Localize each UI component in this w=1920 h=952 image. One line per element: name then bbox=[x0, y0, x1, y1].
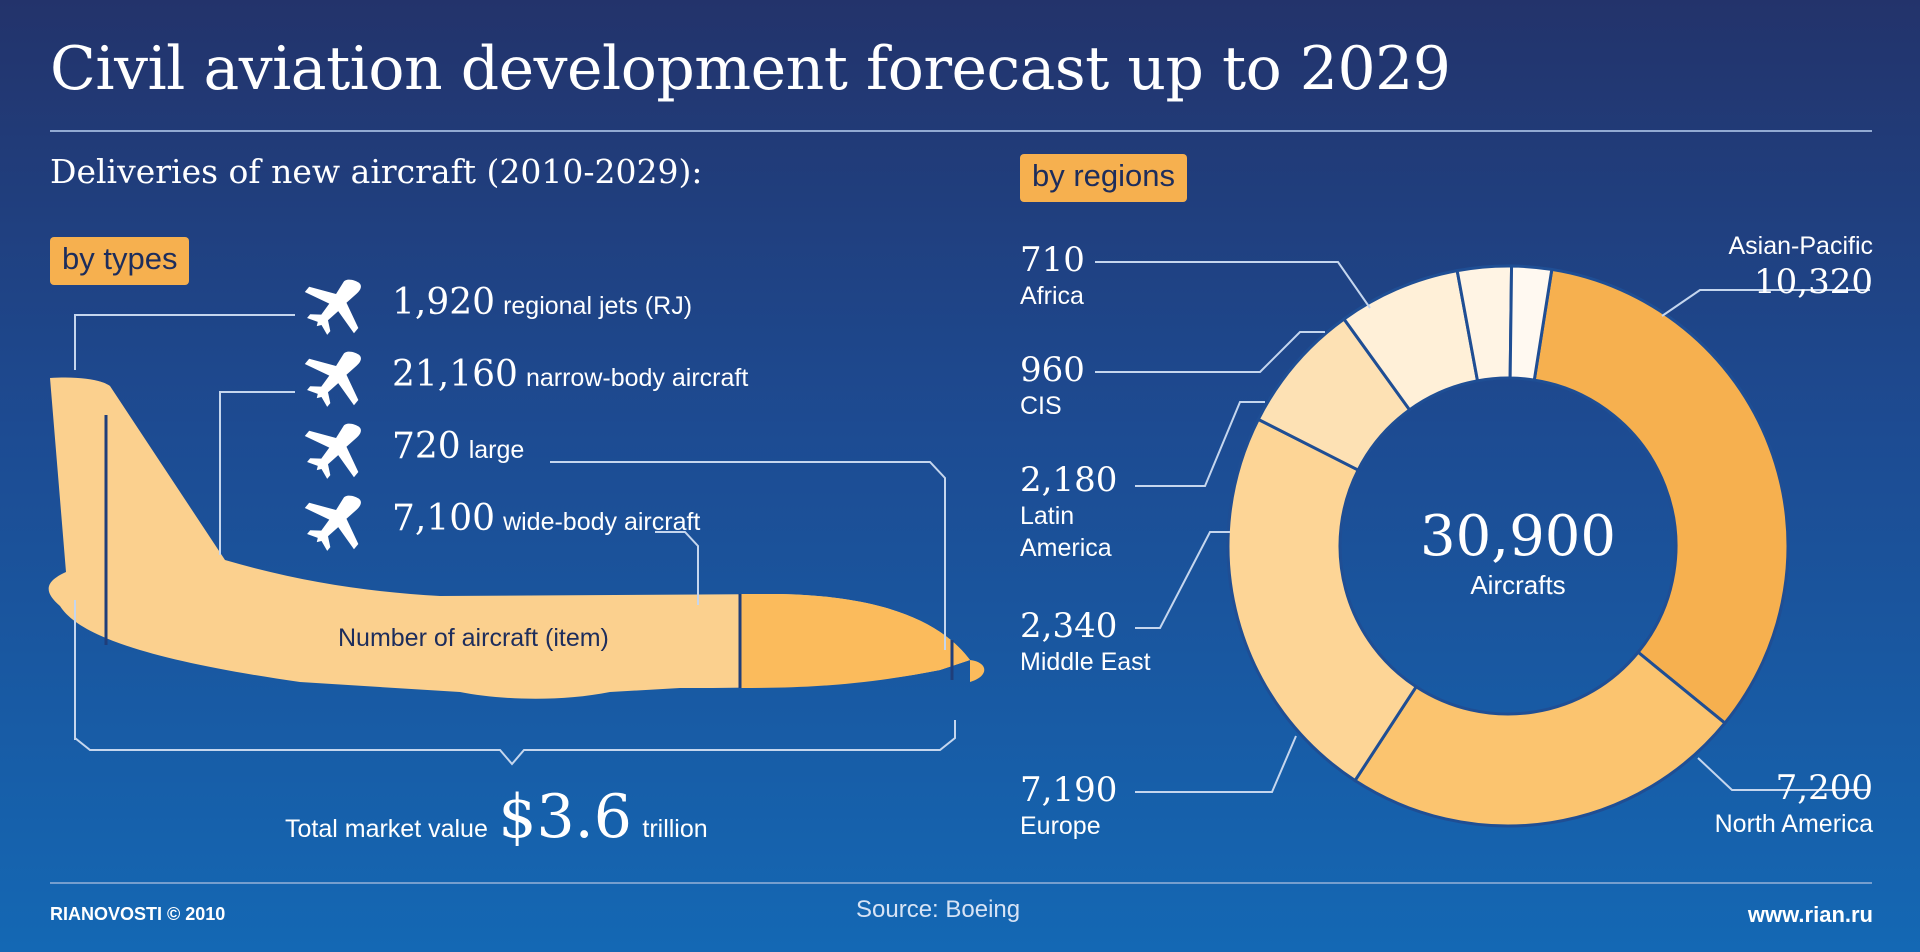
total-market-value: Total market value $3.6 trillion bbox=[285, 782, 708, 852]
region-label: 7,200 North America bbox=[1715, 768, 1873, 840]
region-label: 2,340 Middle East bbox=[1020, 606, 1151, 678]
aircraft-nose bbox=[740, 594, 970, 688]
donut-total-value: 30,900 bbox=[1420, 504, 1616, 569]
type-label: narrow-body aircraft bbox=[525, 364, 749, 392]
region-name: Latin bbox=[1020, 502, 1075, 530]
footer-divider bbox=[50, 882, 1872, 884]
region-name: Europe bbox=[1020, 812, 1101, 840]
airplane-icon bbox=[304, 279, 361, 335]
type-value: 21,160 bbox=[392, 354, 518, 395]
type-value: 7,100 bbox=[392, 498, 496, 539]
region-name: Africa bbox=[1020, 282, 1084, 310]
type-row: 7,100 wide-body aircraft bbox=[392, 498, 700, 539]
footer-brand: RIANOVOSTI © 2010 bbox=[50, 904, 226, 924]
type-row: 21,160 narrow-body aircraft bbox=[392, 354, 748, 395]
by-types-badge: by types bbox=[50, 237, 190, 285]
donut-total-label: Aircrafts bbox=[1470, 570, 1566, 600]
region-name: America bbox=[1020, 534, 1112, 562]
page-title: Civil aviation development forecast up t… bbox=[50, 34, 1451, 104]
by-regions-badge: by regions bbox=[1020, 154, 1188, 202]
region-name: CIS bbox=[1020, 392, 1062, 420]
total-bracket bbox=[74, 720, 956, 766]
type-value: 1,920 bbox=[392, 282, 496, 323]
region-value: 2,180 bbox=[1020, 460, 1118, 500]
region-label: 960 CIS bbox=[1020, 350, 1085, 422]
type-row: 1,920 regional jets (RJ) bbox=[392, 282, 692, 323]
aircraft-silhouette bbox=[48, 377, 985, 699]
region-label: Asian-Pacific 10,320 bbox=[1729, 230, 1874, 302]
type-label: wide-body aircraft bbox=[503, 508, 701, 536]
region-name: North America bbox=[1714, 810, 1873, 838]
donut-slice bbox=[1352, 650, 1727, 828]
donut-slice bbox=[1532, 267, 1790, 726]
type-label: regional jets (RJ) bbox=[503, 292, 693, 320]
airplane-icon bbox=[304, 495, 361, 551]
type-leader-lines bbox=[74, 314, 946, 740]
region-name: Middle East bbox=[1020, 648, 1151, 676]
total-suffix: trillion bbox=[642, 815, 708, 843]
footer-site: www.rian.ru bbox=[1747, 902, 1873, 927]
donut-slice bbox=[1226, 417, 1419, 783]
region-label: 710 Africa bbox=[1020, 240, 1085, 312]
region-value: 10,320 bbox=[1754, 262, 1873, 302]
region-value: 710 bbox=[1020, 240, 1085, 280]
aircraft-count-label: Number of aircraft (item) bbox=[338, 624, 609, 652]
title-divider bbox=[50, 130, 1872, 132]
airplane-icon bbox=[304, 351, 361, 407]
total-value: $3.6 bbox=[498, 782, 632, 852]
region-value: 7,190 bbox=[1020, 770, 1118, 810]
type-value: 720 bbox=[392, 426, 461, 467]
region-label: 2,180 Latin America bbox=[1020, 460, 1117, 564]
total-prefix: Total market value bbox=[285, 815, 488, 843]
chart-subtitle: Deliveries of new aircraft (2010-2029): bbox=[50, 152, 703, 191]
region-value: 2,340 bbox=[1020, 606, 1118, 646]
region-label: 7,190 Europe bbox=[1020, 770, 1117, 842]
region-name: Asian-Pacific bbox=[1728, 232, 1874, 260]
region-value: 7,200 bbox=[1775, 768, 1873, 808]
footer-source: Source: Boeing bbox=[856, 896, 1021, 923]
type-row: 720 large bbox=[392, 426, 524, 467]
region-value: 960 bbox=[1020, 350, 1085, 390]
type-label: large bbox=[468, 436, 525, 464]
airplane-icon bbox=[304, 423, 361, 479]
donut-slice bbox=[1508, 264, 1554, 382]
